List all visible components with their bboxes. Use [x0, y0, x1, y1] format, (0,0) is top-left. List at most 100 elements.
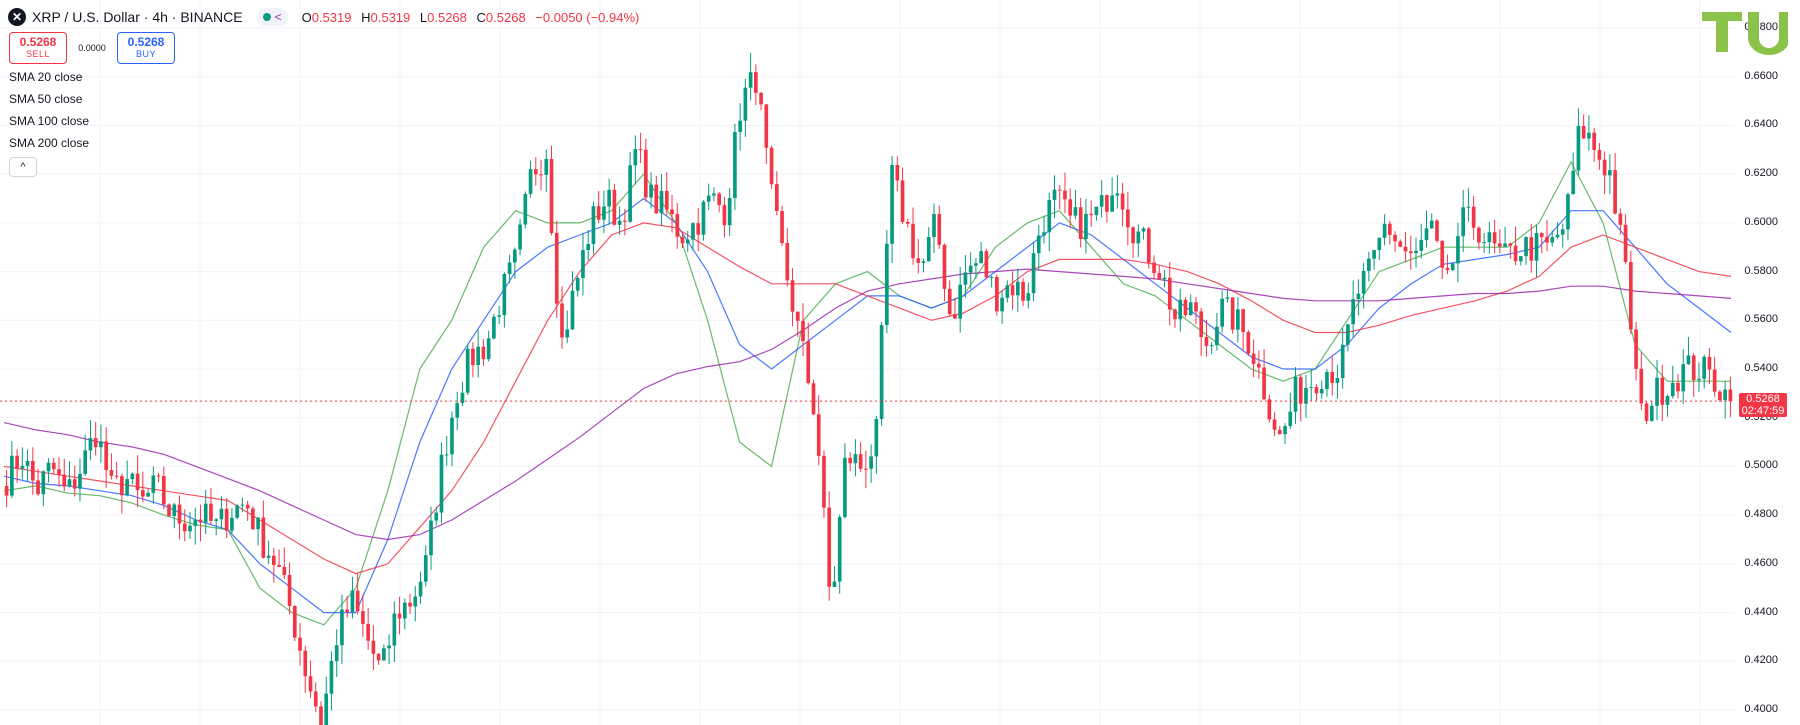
- indicator-sma200[interactable]: SMA 200 close: [9, 136, 90, 150]
- sell-button[interactable]: 0.5268 SELL: [9, 32, 67, 64]
- candle-body: [1015, 281, 1020, 296]
- candle-body: [1649, 405, 1654, 421]
- current-price-tag: 0.5268 02:47:59: [1739, 393, 1787, 418]
- candle-body: [120, 476, 124, 496]
- candle-body: [1592, 132, 1596, 150]
- candle-body: [1602, 159, 1607, 176]
- candle-body: [151, 475, 156, 493]
- candle-body: [937, 214, 942, 245]
- candle-body: [1136, 231, 1141, 244]
- candle-body: [1036, 235, 1041, 254]
- candle-body: [1346, 324, 1350, 345]
- indicator-sma50[interactable]: SMA 50 close: [9, 92, 83, 106]
- candle-body: [942, 244, 947, 289]
- candle-body: [402, 602, 407, 619]
- candle-body: [240, 504, 245, 506]
- candle-body: [754, 72, 758, 93]
- candle-body: [1377, 237, 1382, 251]
- tu-logo-icon: [1702, 12, 1788, 55]
- candle-body: [277, 564, 281, 567]
- candle-body: [1220, 298, 1224, 327]
- candle-body: [455, 402, 460, 418]
- candle-body: [1126, 209, 1130, 228]
- candle-body: [1503, 243, 1507, 247]
- candle-body: [1257, 363, 1261, 368]
- candle-body: [1063, 190, 1067, 200]
- candle-body: [492, 316, 496, 339]
- candle-body: [1356, 293, 1361, 300]
- candle-body: [1042, 232, 1046, 236]
- candle-body: [1670, 382, 1675, 397]
- candle-body: [450, 417, 454, 455]
- candle-body: [549, 158, 554, 233]
- candle-body: [544, 158, 549, 175]
- candle-body: [1194, 302, 1198, 312]
- candle-body: [1298, 377, 1303, 404]
- indicator-sma20[interactable]: SMA 20 close: [9, 70, 83, 84]
- candle-body: [947, 288, 952, 315]
- candle-body: [1267, 399, 1272, 420]
- candle-body: [25, 460, 30, 466]
- candle-body: [1361, 270, 1366, 294]
- candle-body: [1010, 285, 1015, 296]
- candle-body: [193, 519, 198, 526]
- candle-body: [816, 414, 821, 456]
- candle-body: [885, 243, 889, 326]
- candle-body: [1288, 411, 1293, 427]
- price-axis-label: 0.6200: [1744, 167, 1778, 180]
- candle-body: [1005, 285, 1010, 298]
- candle-body: [1723, 389, 1727, 401]
- candle-body: [135, 473, 140, 491]
- candle-body: [313, 691, 318, 707]
- candle-body: [125, 479, 129, 496]
- candle-body: [99, 441, 103, 448]
- candle-body: [1000, 297, 1004, 312]
- candle-body: [481, 346, 486, 360]
- candle-body: [1539, 233, 1544, 237]
- candle-body: [1031, 253, 1036, 294]
- candle-body: [1655, 377, 1659, 406]
- indicator-sma100[interactable]: SMA 100 close: [9, 114, 90, 128]
- candle-body: [1555, 234, 1560, 238]
- candle-body: [15, 455, 19, 469]
- collapse-indicators-button[interactable]: ^: [9, 157, 37, 177]
- candle-body: [1518, 256, 1523, 262]
- candle-body: [292, 605, 297, 638]
- candle-body: [1335, 378, 1340, 383]
- candle-body: [51, 462, 56, 470]
- candle-body: [518, 224, 522, 250]
- candle-body: [408, 602, 412, 607]
- candle-body: [361, 611, 365, 624]
- candle-body: [397, 613, 402, 619]
- candle-body: [382, 648, 386, 661]
- price-change: −0.0050 (−0.94%): [535, 9, 640, 25]
- candle-body: [979, 251, 983, 264]
- candle-body: [1068, 199, 1073, 216]
- candle-body: [308, 676, 313, 692]
- candle-body: [1697, 378, 1701, 381]
- price-axis-label: 0.5800: [1744, 264, 1778, 277]
- candle-body: [271, 555, 276, 565]
- candle-body: [869, 456, 873, 469]
- candle-body: [30, 460, 35, 481]
- candle-body: [392, 613, 397, 646]
- candle-body: [214, 519, 219, 521]
- candle-body: [4, 485, 9, 496]
- candle-body: [1110, 195, 1114, 212]
- candle-body: [1304, 387, 1308, 404]
- candle-body: [1566, 194, 1570, 230]
- candles: [4, 53, 1733, 725]
- candle-body: [1691, 355, 1696, 381]
- candle-body: [444, 454, 449, 456]
- price-axis-label: 0.4200: [1744, 654, 1778, 667]
- candle-body: [465, 348, 470, 393]
- candle-body: [1309, 387, 1314, 389]
- candle-body: [1225, 297, 1230, 299]
- buy-button[interactable]: 0.5268 BUY: [117, 32, 175, 64]
- symbol-title[interactable]: XRP / U.S. Dollar · 4h · BINANCE: [32, 9, 243, 25]
- candle-body: [602, 206, 606, 220]
- market-status[interactable]: <: [256, 8, 288, 26]
- candle-body: [1529, 237, 1534, 261]
- candle-body: [659, 190, 664, 214]
